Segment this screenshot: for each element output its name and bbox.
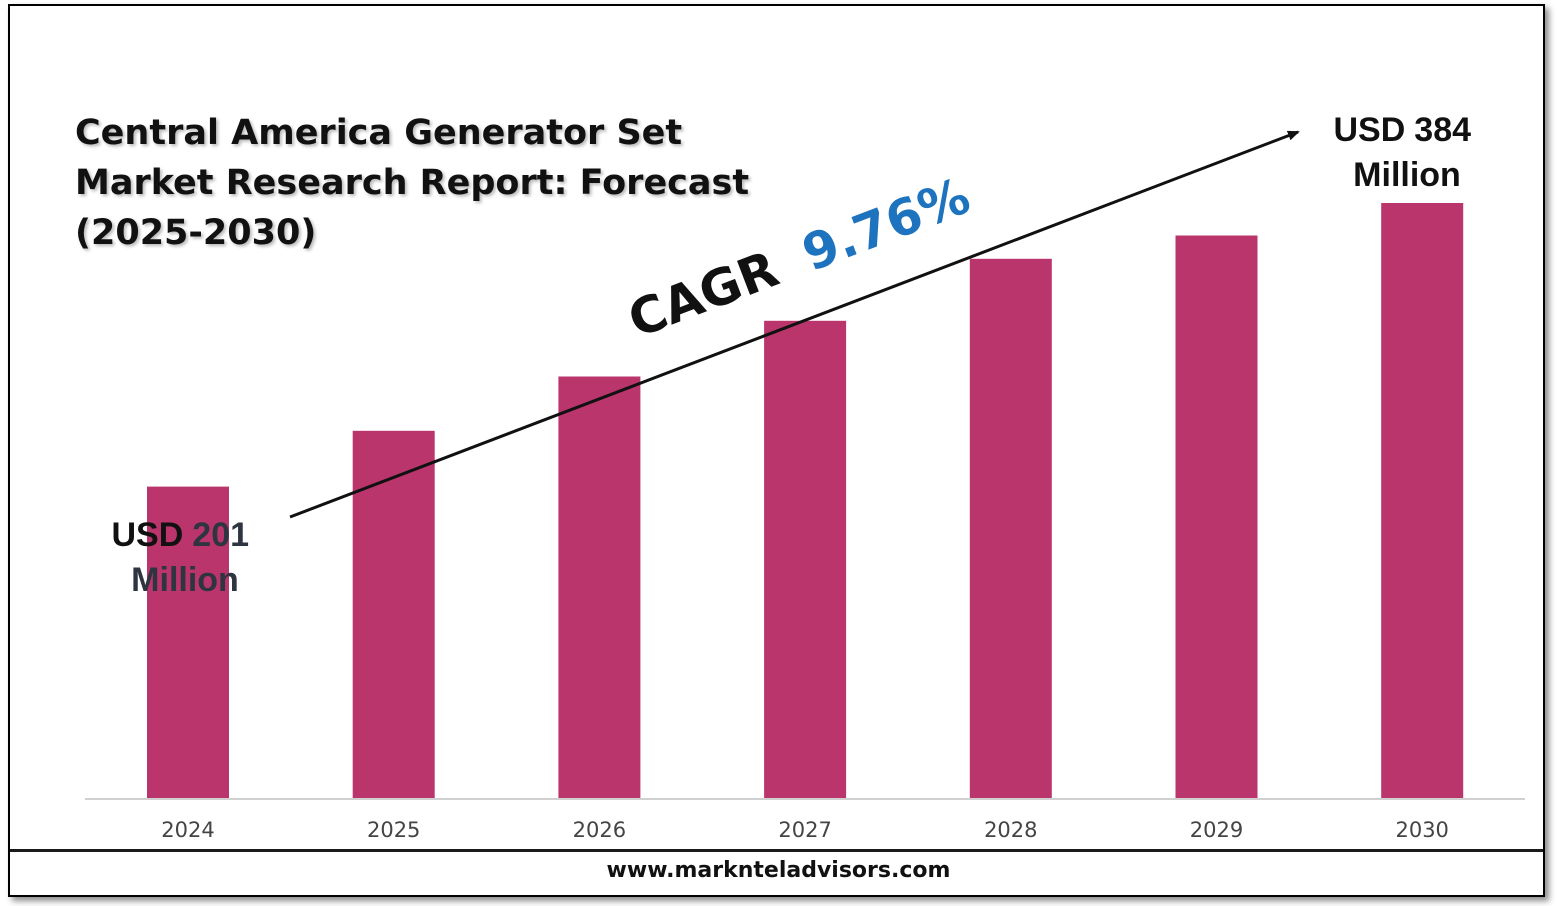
bar-2025 — [352, 430, 435, 798]
bar-2028 — [969, 258, 1052, 798]
x-tick-label-2029: 2029 — [1190, 818, 1243, 842]
footer-website: www.marknteladvisors.com — [606, 858, 951, 883]
start-unit: Million — [131, 561, 239, 599]
footer-divider — [10, 849, 1543, 852]
cagr-arrow — [289, 130, 1300, 519]
bar-2030 — [1381, 203, 1464, 798]
end-prefix: USD — [1334, 111, 1406, 149]
x-tick-label-2025: 2025 — [367, 818, 420, 842]
tick-labels-group: 2024 2025 2026 2027 2028 2029 2030 — [161, 818, 1449, 842]
x-tick-label-2028: 2028 — [984, 818, 1037, 842]
start-value: 201 — [192, 516, 249, 554]
bar-2026 — [558, 376, 641, 798]
x-tick-label-2026: 2026 — [573, 818, 626, 842]
cagr-label: CAGR — [621, 240, 786, 349]
bar-2024 — [147, 486, 229, 798]
x-tick-label-2030: 2030 — [1395, 818, 1448, 842]
title-line-1: Central America Generator Set — [75, 113, 683, 153]
x-tick-label-2024: 2024 — [161, 818, 214, 842]
bar-2029 — [1175, 235, 1258, 798]
start-value-label: USD 201 Million — [112, 516, 259, 599]
title-line-2: Market Research Report: Forecast — [75, 163, 750, 203]
start-prefix: USD — [112, 516, 184, 554]
end-value: 384 — [1414, 111, 1471, 149]
bar-2027 — [764, 320, 847, 798]
end-unit: Million — [1353, 156, 1461, 194]
chart-title: Central America Generator Set Market Res… — [75, 108, 775, 258]
bars-group — [147, 203, 1464, 798]
x-tick-label-2027: 2027 — [778, 818, 831, 842]
title-line-3: (2025-2030) — [75, 213, 317, 253]
end-value-label: USD 384 Million — [1334, 111, 1481, 194]
